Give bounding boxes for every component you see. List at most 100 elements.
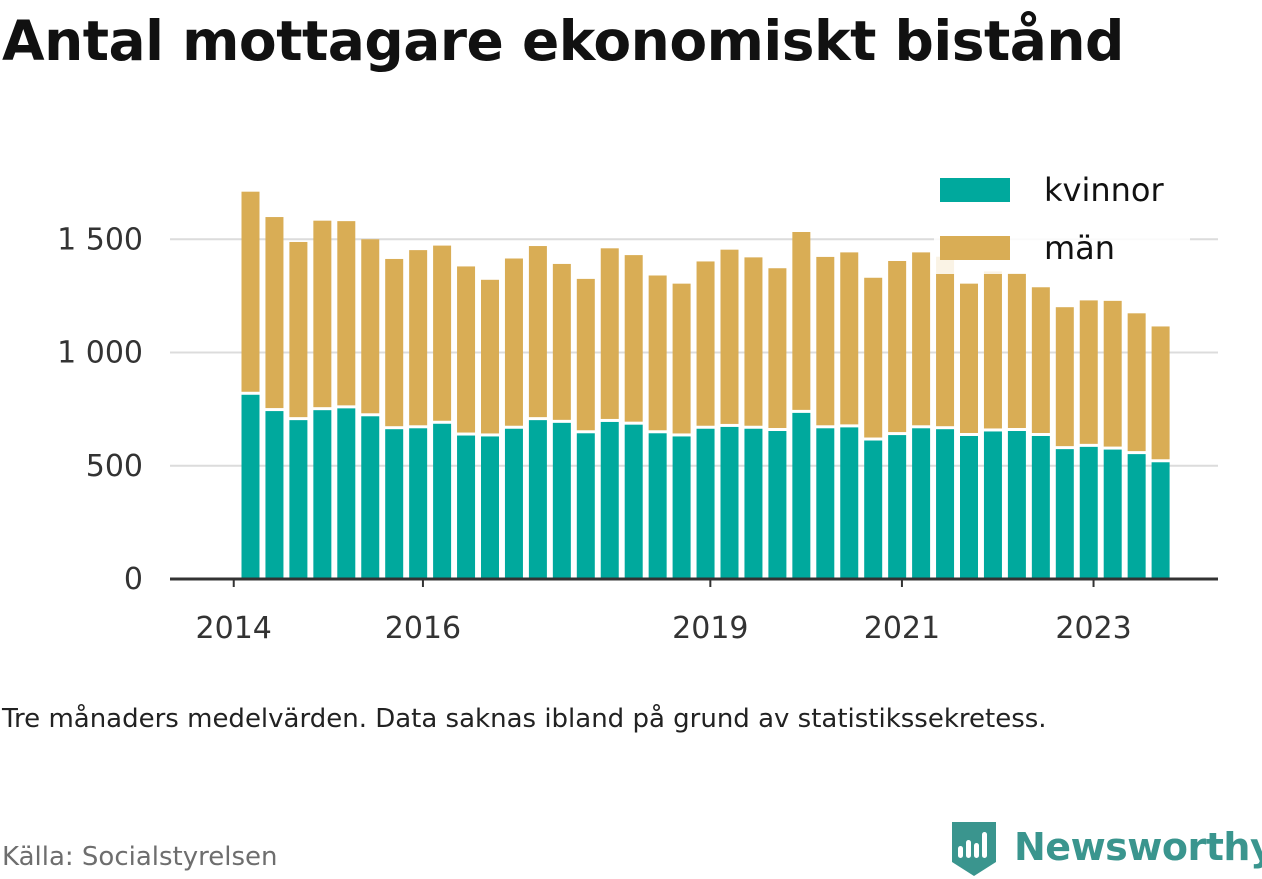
bar-man	[241, 191, 260, 392]
bar-man	[696, 261, 715, 426]
bar-man	[983, 271, 1002, 429]
bar-man	[624, 255, 643, 422]
bar-man	[528, 246, 547, 418]
bar-woman	[983, 431, 1002, 579]
bar-woman	[1079, 446, 1098, 579]
bar-woman	[864, 440, 883, 579]
bar-man	[936, 256, 955, 427]
bar-woman	[960, 435, 978, 579]
bar-man	[265, 217, 284, 409]
bar-man	[912, 252, 931, 426]
bar-woman	[504, 428, 523, 579]
bar-man	[1127, 313, 1146, 452]
stacked-bar-chart: 0 500 1 000 1 500 2014 2016 2019 2021 2023 kvin…	[57, 171, 1218, 646]
bar-woman	[1103, 449, 1122, 579]
chart-title: Antal mottagare ekonomiskt bistånd	[2, 9, 1124, 73]
brand-name: Newsworthy	[1014, 825, 1262, 869]
bar-woman	[265, 411, 284, 579]
bar-woman	[840, 427, 859, 579]
bar-woman	[624, 424, 643, 579]
bar-man	[457, 266, 476, 433]
bar-woman	[744, 428, 763, 579]
y-axis-labels: 0 500 1 000 1 500	[57, 222, 143, 597]
bar-man	[720, 249, 739, 424]
y-tick-label: 1 500	[57, 222, 143, 257]
legend-swatch	[940, 178, 1010, 202]
bar-man	[864, 277, 883, 438]
bar-man	[1151, 326, 1170, 460]
x-tick-label: 2021	[864, 611, 940, 646]
bar-woman	[816, 428, 835, 579]
legend-label: män	[1044, 229, 1115, 267]
bar-woman	[289, 420, 308, 579]
bar-woman	[313, 410, 332, 579]
bars	[241, 191, 1170, 579]
y-tick-label: 1 000	[57, 336, 143, 371]
bar-man	[289, 241, 308, 418]
x-axis-labels: 2014 2016 2019 2021 2023	[196, 611, 1132, 646]
x-tick-label: 2014	[196, 611, 272, 646]
bar-man	[840, 252, 859, 425]
bar-man	[481, 279, 499, 434]
bar-man	[385, 258, 404, 427]
bar-man	[361, 239, 380, 414]
bar-man	[1079, 300, 1098, 444]
bar-woman	[696, 428, 715, 579]
bar-woman	[792, 412, 811, 579]
bar-woman	[457, 435, 476, 579]
axes	[170, 577, 1218, 587]
newsworthy-logo: Newsworthy	[948, 816, 1262, 878]
bar-woman	[648, 433, 667, 579]
bar-man	[768, 268, 787, 429]
bar-man	[1103, 300, 1122, 447]
bar-man	[433, 245, 452, 421]
bar-man	[313, 220, 332, 408]
bar-woman	[552, 422, 571, 579]
bar-man	[1055, 307, 1074, 447]
bar-woman	[768, 431, 787, 579]
bar-woman	[672, 436, 691, 579]
bar-woman	[337, 408, 356, 579]
bar-man	[648, 275, 667, 431]
bar-man	[504, 258, 523, 426]
chart-note: Tre månaders medelvärden. Data saknas ib…	[2, 704, 1047, 734]
bar-woman	[888, 435, 907, 579]
bar-man	[744, 257, 763, 426]
y-tick-label: 500	[86, 449, 143, 484]
bar-woman	[1031, 435, 1050, 579]
bar-woman	[600, 421, 619, 579]
bar-man	[816, 256, 835, 426]
bar-woman	[1127, 454, 1146, 579]
x-tick-label: 2023	[1055, 611, 1131, 646]
bar-woman	[1007, 431, 1026, 579]
bar-woman	[1055, 449, 1074, 579]
bar-man	[552, 263, 571, 420]
bar-woman	[1151, 462, 1170, 579]
bar-woman	[241, 394, 260, 579]
legend-label: kvinnor	[1044, 171, 1165, 209]
bar-man	[888, 260, 907, 433]
y-tick-label: 0	[124, 562, 143, 597]
bar-man	[960, 283, 978, 433]
bar-woman	[409, 428, 428, 579]
bar-man	[792, 232, 811, 410]
bar-man	[672, 283, 691, 434]
bar-man	[337, 221, 356, 406]
newsworthy-logo-icon	[952, 822, 996, 876]
x-tick-label: 2019	[672, 611, 748, 646]
bar-woman	[433, 423, 452, 579]
legend-swatch	[940, 236, 1010, 260]
bar-woman	[385, 429, 404, 579]
bar-man	[409, 250, 428, 426]
bar-man	[600, 248, 619, 419]
bar-man	[1007, 273, 1026, 429]
bar-woman	[576, 433, 595, 579]
source-credit: Källa: Socialstyrelsen	[2, 842, 278, 872]
bar-man	[1031, 287, 1050, 433]
bar-woman	[481, 436, 499, 579]
bar-woman	[361, 416, 380, 579]
bar-woman	[528, 420, 547, 579]
x-tick-label: 2016	[385, 611, 461, 646]
bar-woman	[936, 429, 955, 579]
bar-woman	[912, 428, 931, 579]
